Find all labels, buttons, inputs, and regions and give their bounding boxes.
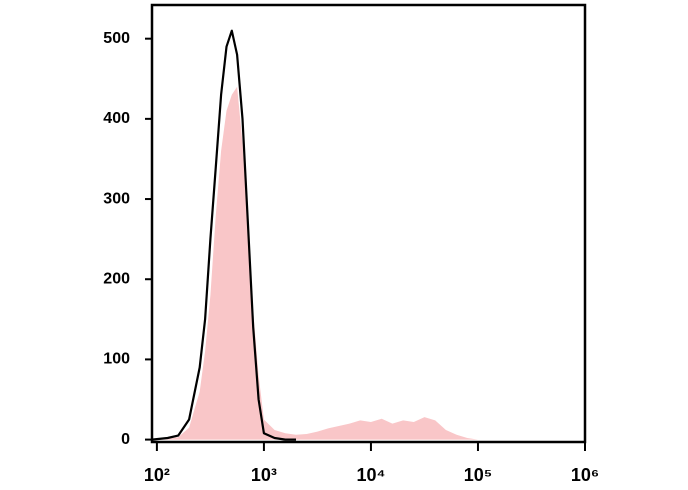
histogram-line: [151, 29, 296, 441]
y-tick-label: 200: [103, 270, 130, 287]
x-tick-label: 10²: [144, 465, 170, 485]
y-tick-label: 0: [121, 431, 130, 448]
x-tick-label: 10³: [251, 465, 277, 485]
y-tick-label: 500: [103, 30, 130, 47]
plot-frame: [150, 3, 587, 444]
x-tick-label: 10⁶: [571, 465, 599, 485]
x-tick-label: 10⁴: [356, 465, 385, 485]
y-tick-label: 400: [103, 110, 130, 127]
histogram-area: [152, 86, 478, 440]
y-tick-label: 100: [103, 351, 130, 368]
x-tick-label: 10⁵: [464, 465, 492, 485]
y-tick-label: 300: [103, 190, 130, 207]
